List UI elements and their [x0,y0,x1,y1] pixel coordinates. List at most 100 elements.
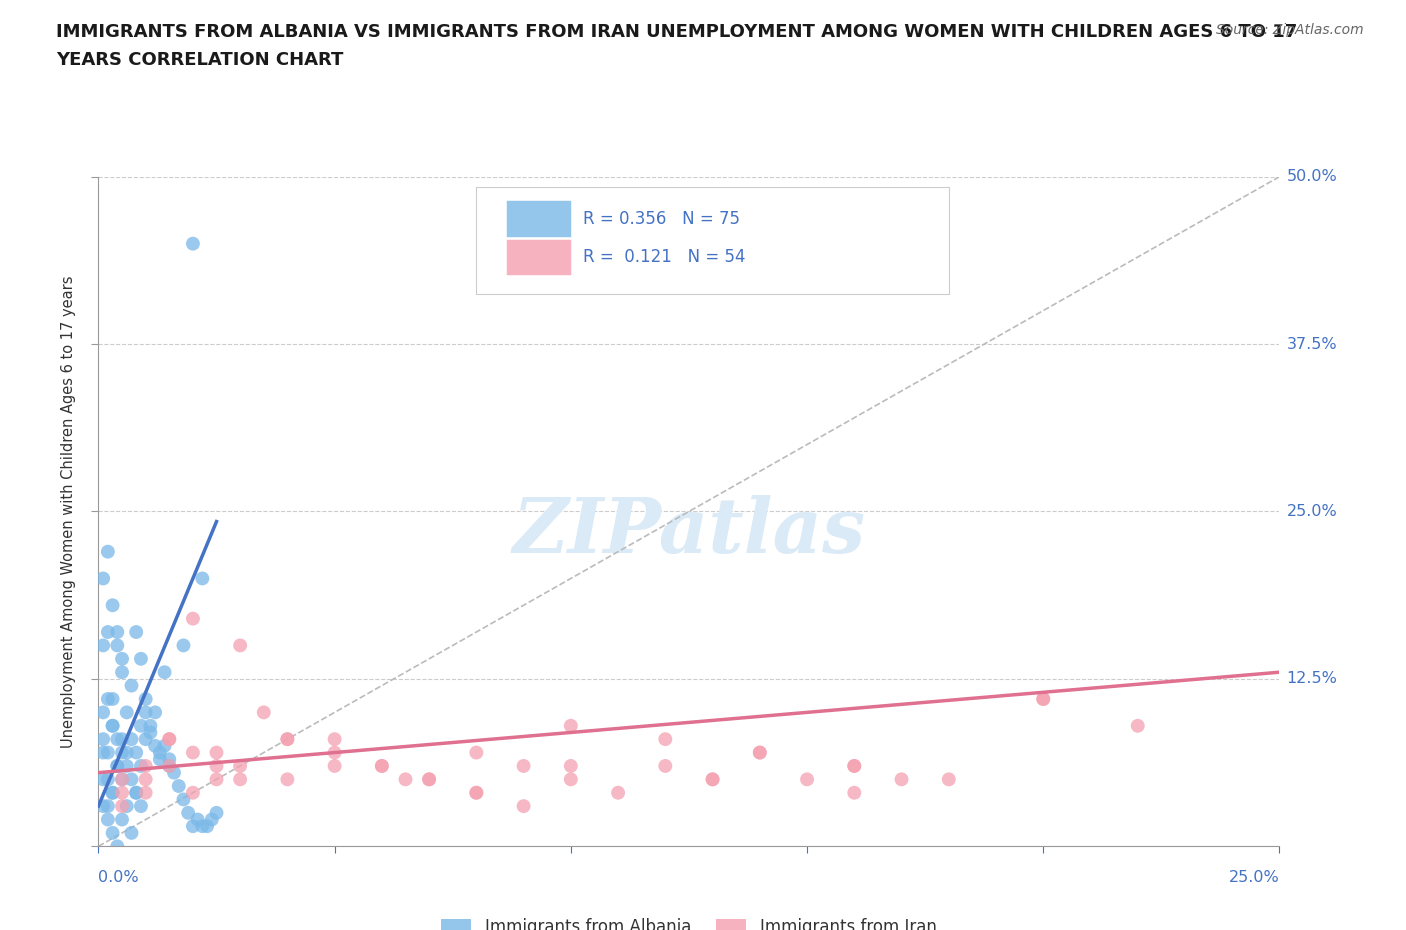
Point [177,805,200,820]
Point [1032,692,1054,707]
Point [101,692,124,707]
Point [181,785,204,800]
Point [111,665,134,680]
Point [135,785,157,800]
Point [129,651,152,666]
Point [465,745,488,760]
Point [276,732,298,747]
Point [191,818,214,833]
Point [91,799,114,814]
Point [125,785,148,800]
Text: YEARS CORRELATION CHART: YEARS CORRELATION CHART [56,51,343,69]
Point [844,759,866,774]
Point [121,772,143,787]
Point [418,772,440,787]
Point [91,705,114,720]
Point [105,759,128,774]
Point [1032,692,1054,707]
Point [97,772,120,787]
Point [607,785,630,800]
Text: ZIPatlas: ZIPatlas [512,495,866,568]
Point [465,785,488,800]
Point [157,732,180,747]
Point [139,725,162,740]
Point [844,785,866,800]
Point [153,665,176,680]
Point [105,759,128,774]
Point [101,826,124,841]
Point [97,625,120,640]
Point [121,732,143,747]
Point [91,638,114,653]
Point [97,799,120,814]
Text: 25.0%: 25.0% [1286,504,1337,519]
Point [654,759,676,774]
Point [91,772,114,787]
Text: 12.5%: 12.5% [1286,671,1337,686]
Point [111,772,134,787]
Point [143,738,166,753]
Point [560,772,582,787]
Point [111,785,134,800]
Point [129,799,152,814]
Text: 0.0%: 0.0% [98,870,139,884]
Point [654,732,676,747]
Point [844,759,866,774]
Point [229,759,252,774]
Point [115,745,138,760]
Point [181,818,204,833]
Y-axis label: Unemployment Among Women with Children Ages 6 to 17 years: Unemployment Among Women with Children A… [60,275,76,748]
Point [512,759,534,774]
Point [105,839,128,854]
Point [394,772,416,787]
Point [101,785,124,800]
Point [97,812,120,827]
Point [135,705,157,720]
Point [157,751,180,766]
Point [125,745,148,760]
Point [135,732,157,747]
Point [115,759,138,774]
Point [157,759,180,774]
Point [101,598,124,613]
Point [111,799,134,814]
Point [153,738,176,753]
Point [163,765,186,780]
Point [149,745,172,760]
Point [181,236,204,251]
Point [129,718,152,733]
Point [149,751,172,766]
Point [111,772,134,787]
Point [187,812,209,827]
Point [323,745,346,760]
FancyBboxPatch shape [506,239,571,275]
Point [276,732,298,747]
Text: 50.0%: 50.0% [1286,169,1337,184]
Point [157,732,180,747]
Point [111,745,134,760]
Point [157,759,180,774]
Point [105,638,128,653]
Point [205,805,228,820]
Point [418,772,440,787]
Point [201,812,224,827]
Text: Source: ZipAtlas.com: Source: ZipAtlas.com [1216,23,1364,37]
Point [105,625,128,640]
Point [191,571,214,586]
Point [167,778,190,793]
Point [938,772,960,787]
Point [139,718,162,733]
Point [748,745,770,760]
Point [172,792,194,807]
Point [105,732,128,747]
Point [101,785,124,800]
Text: R = 0.356   N = 75: R = 0.356 N = 75 [582,210,740,228]
Point [371,759,394,774]
Point [465,785,488,800]
Point [101,718,124,733]
Point [229,772,252,787]
Text: 25.0%: 25.0% [1229,870,1279,884]
Legend: Immigrants from Albania, Immigrants from Iran: Immigrants from Albania, Immigrants from… [434,911,943,930]
Point [229,638,252,653]
Point [323,759,346,774]
